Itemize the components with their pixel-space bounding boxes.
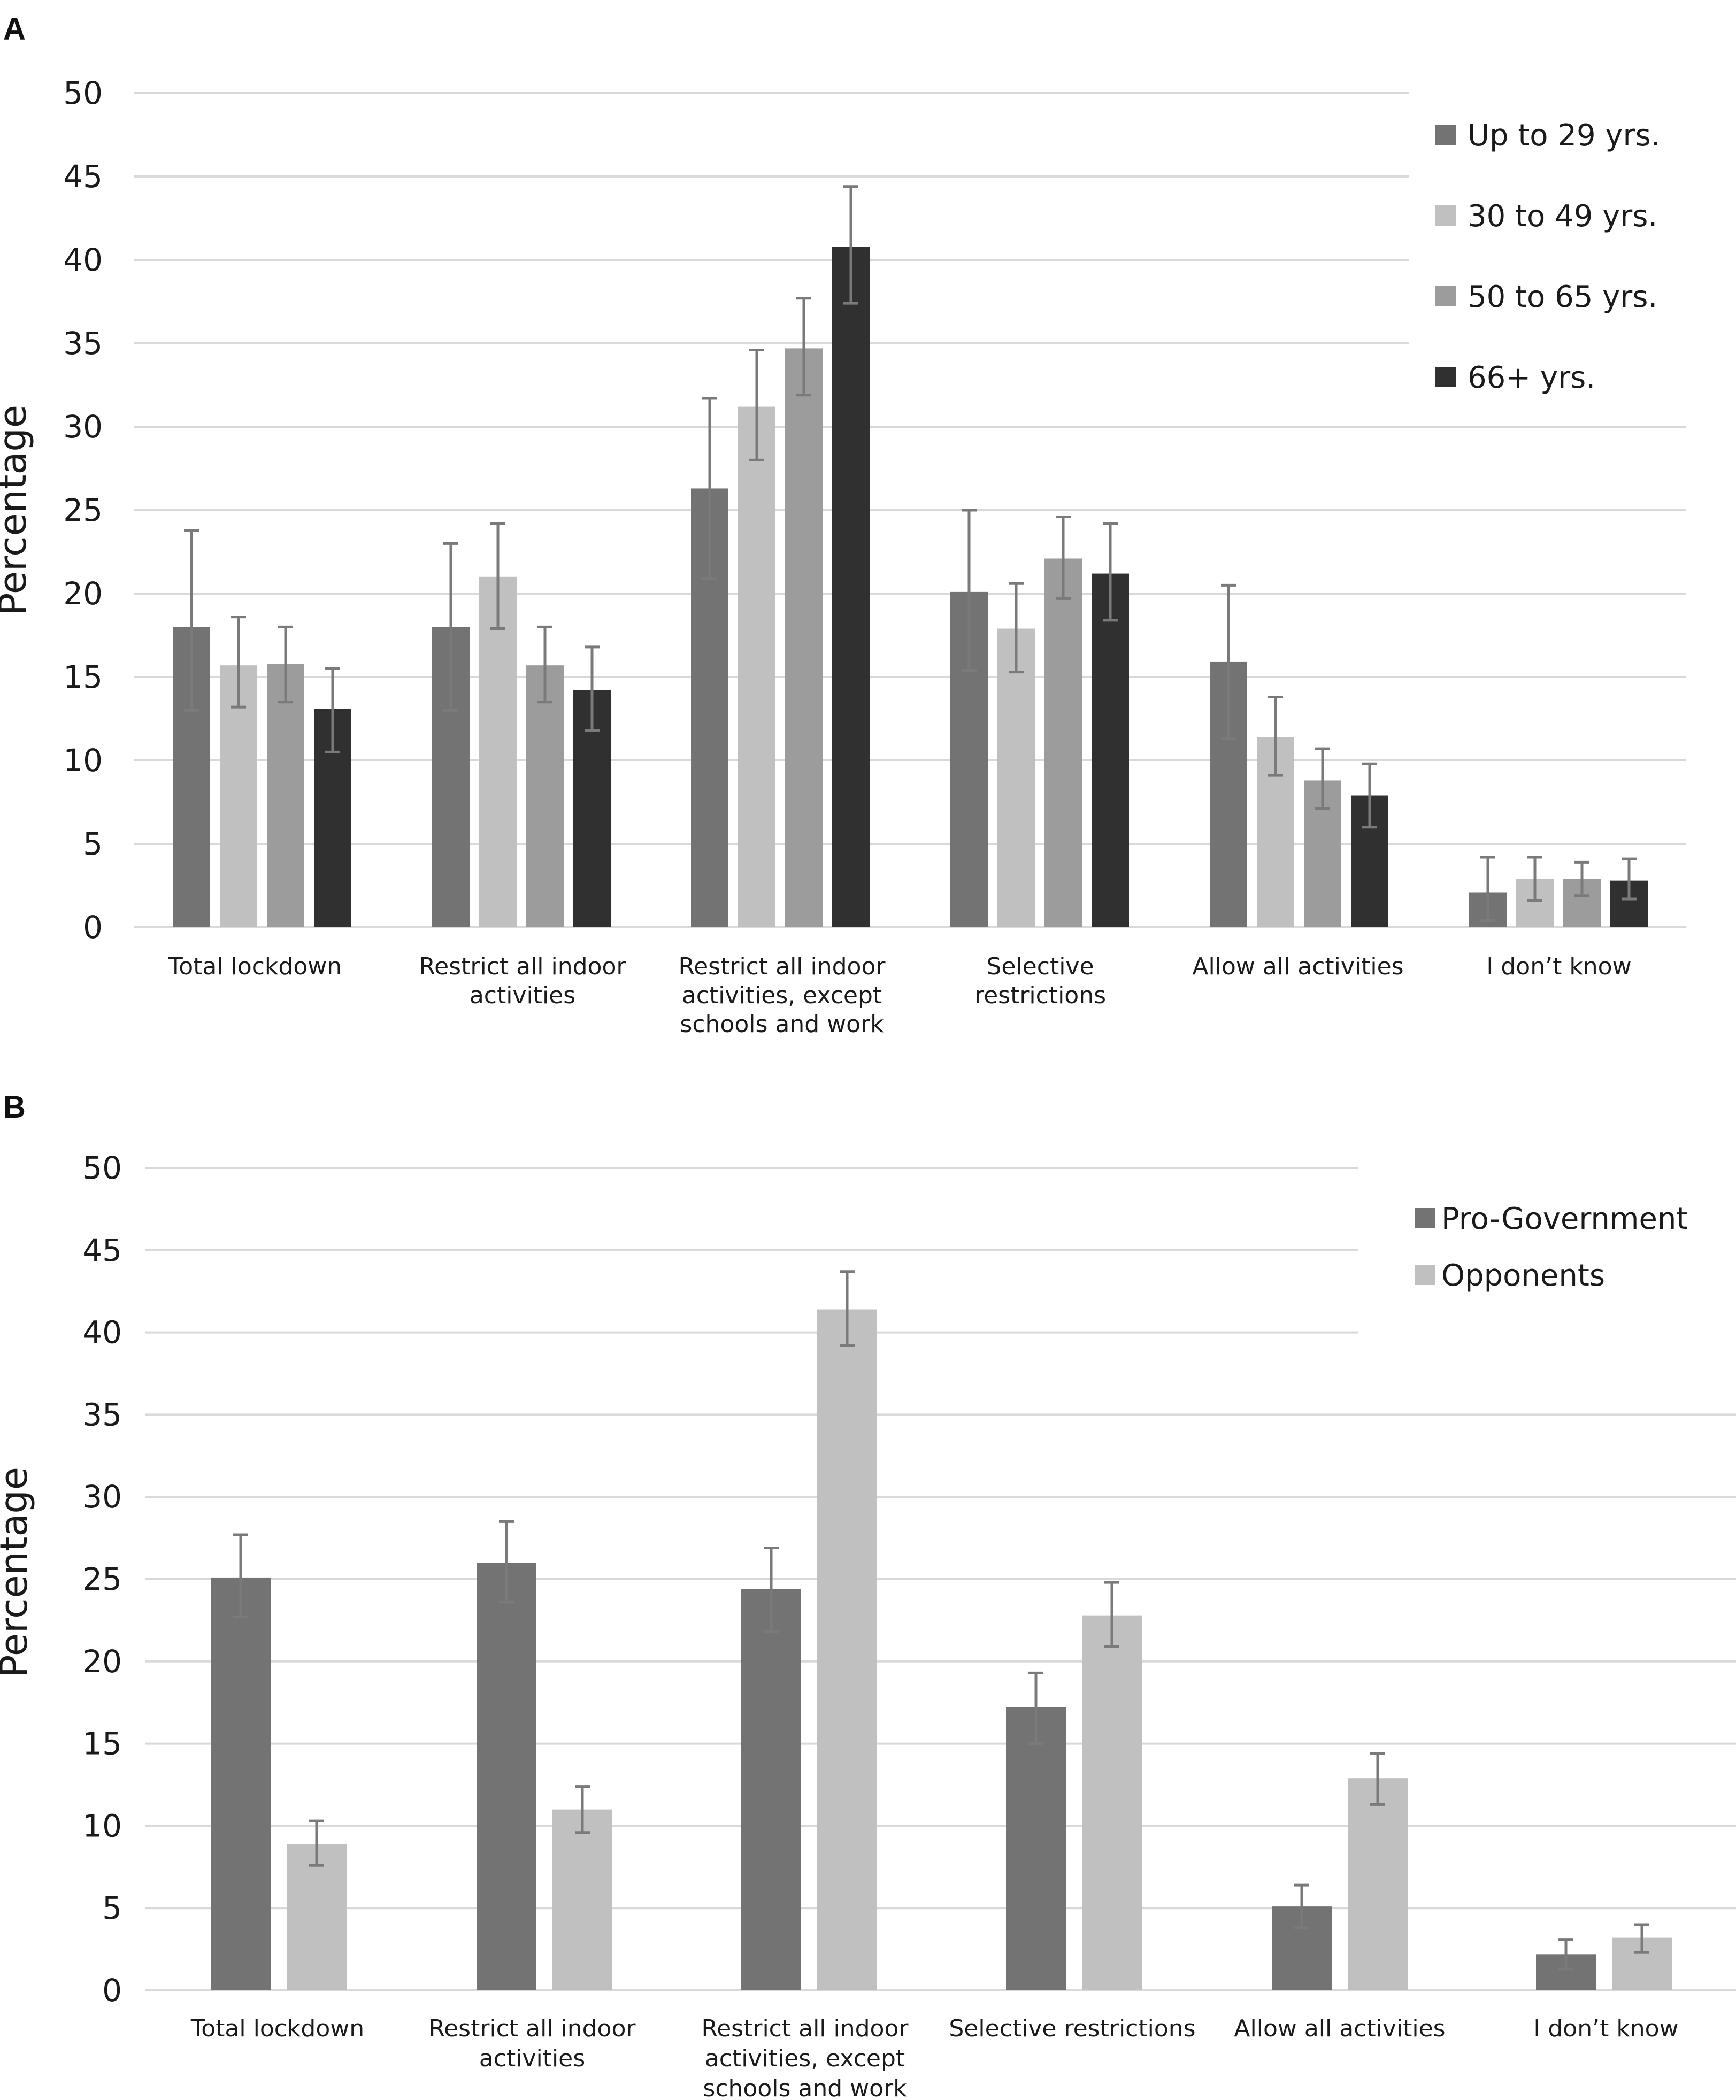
a-bar (479, 576, 517, 927)
b-category-label-line: activities, except (705, 2045, 905, 2072)
a-bar (832, 247, 870, 927)
panel-a: A 0 5 10 15 20 25 30 35 40 45 50 Percentage Total lo… (0, 12, 1686, 1038)
b-category-label-line: Restrict all indoor (429, 2015, 636, 2042)
b-y-tick-label: 20 (82, 1643, 122, 1680)
b-category-label: Allow all activities (1234, 2015, 1445, 2042)
b-bar (552, 1809, 612, 1990)
a-category-label: Selective restrictions (974, 953, 1106, 1009)
a-category-label-line: Restrict all indoor (679, 953, 886, 980)
a-y-axis-title: Percentage (0, 405, 35, 616)
a-y-tick-label: 40 (63, 242, 103, 278)
a-y-tick-label: 50 (63, 75, 103, 111)
b-category-label: Total lockdown (190, 2015, 364, 2042)
b-y-tick-label: 5 (102, 1890, 122, 1926)
a-category-label-line: Allow all activities (1192, 953, 1403, 980)
b-category-label: Restrict all indoor activities (429, 2015, 636, 2072)
b-bar (287, 1844, 347, 1990)
b-bar (211, 1577, 271, 1990)
a-category-label: Restrict all indoor activities, except sch… (679, 953, 886, 1038)
a-y-tick-label: 35 (63, 325, 103, 361)
b-y-tick-label: 25 (82, 1561, 122, 1597)
b-category-label: I don’t know (1533, 2015, 1678, 2042)
b-category-label-line: Allow all activities (1234, 2015, 1445, 2042)
a-y-tick-label: 0 (83, 909, 103, 945)
b-category-label-line: schools and work (703, 2075, 907, 2100)
a-bar (997, 628, 1035, 927)
a-category-label-line: restrictions (974, 982, 1106, 1009)
b-bar (1082, 1615, 1142, 1990)
b-y-tick-label: 30 (82, 1479, 122, 1515)
panel-b: B 0 5 10 15 20 25 30 35 40 45 50 Percentage Total lo… (0, 1090, 1736, 2100)
a-category-label-line: Restrict all indoor (419, 953, 627, 980)
a-category-label-line: Total lockdown (168, 953, 342, 980)
b-bar (477, 1563, 536, 1990)
a-category-label: Total lockdown (168, 953, 342, 980)
a-y-tick-label: 30 (63, 409, 103, 445)
a-legend-swatch (1435, 286, 1456, 306)
b-legend-swatch (1415, 1265, 1435, 1285)
a-legend-swatch (1435, 205, 1456, 226)
a-bar (738, 406, 775, 927)
b-y-tick-label: 0 (102, 1972, 122, 2009)
a-bar (1092, 573, 1129, 927)
a-category-label: I don’t know (1486, 953, 1631, 980)
a-category-label: Restrict all indoor activities (419, 953, 627, 1009)
b-y-tick-label: 15 (82, 1726, 122, 1762)
b-category-label-line: activities (479, 2045, 585, 2072)
b-y-tick-label: 45 (82, 1232, 122, 1268)
b-category-label-line: Selective restrictions (949, 2015, 1195, 2042)
a-legend-label: 30 to 49 yrs. (1468, 199, 1657, 234)
panel-b-letter: B (3, 1090, 26, 1125)
a-category-label-line: schools and work (680, 1011, 884, 1038)
a-bar (785, 348, 823, 927)
b-legend-label: Pro-Government (1441, 1202, 1688, 1236)
a-y-tick-label: 25 (63, 492, 103, 528)
a-legend-label: 50 to 65 yrs. (1468, 280, 1657, 314)
b-y-tick-label: 50 (82, 1150, 122, 1186)
a-y-tick-label: 15 (63, 659, 103, 695)
a-legend: Up to 29 yrs. 30 to 49 yrs. 50 to 65 yrs. 6… (1435, 118, 1661, 395)
b-category-label-line: I don’t know (1533, 2015, 1678, 2042)
a-bar (267, 664, 304, 927)
a-bar (220, 665, 257, 927)
b-legend-label: Opponents (1441, 1258, 1605, 1293)
b-y-tick-label: 35 (82, 1396, 122, 1433)
a-legend-swatch (1435, 367, 1456, 387)
a-legend-label: Up to 29 yrs. (1468, 118, 1661, 153)
a-legend-label: 66+ yrs. (1468, 360, 1595, 395)
a-y-tick-label: 45 (63, 158, 103, 195)
a-legend-swatch (1435, 125, 1456, 145)
a-y-tick-label: 20 (63, 575, 103, 612)
a-category-label-line: activities (470, 982, 575, 1009)
b-bar (817, 1309, 877, 1990)
a-category-label-line: I don’t know (1486, 953, 1631, 980)
b-category-label: Selective restrictions (949, 2015, 1195, 2042)
b-category-label-line: Restrict all indoor (702, 2015, 909, 2042)
b-legend: Pro-Government Opponents (1415, 1202, 1688, 1293)
b-category-label: Restrict all indoor activities, except sch… (702, 2015, 909, 2100)
a-category-label: Allow all activities (1192, 953, 1403, 980)
b-category-label-line: Total lockdown (190, 2015, 364, 2042)
a-y-tick-label: 10 (63, 742, 103, 779)
b-bar (741, 1589, 801, 1990)
b-legend-swatch (1415, 1208, 1435, 1228)
a-category-label-line: activities, except (682, 982, 882, 1009)
b-y-axis-title: Percentage (0, 1467, 36, 1678)
a-bar (526, 665, 564, 927)
b-bar (1006, 1707, 1066, 1990)
panel-a-letter: A (3, 12, 26, 47)
a-y-tick-label: 5 (83, 826, 103, 862)
b-y-tick-label: 40 (82, 1314, 122, 1351)
a-bar (1044, 558, 1082, 927)
b-bar (1348, 1778, 1408, 1990)
a-category-label-line: Selective (986, 953, 1094, 980)
b-y-tick-label: 10 (82, 1807, 122, 1844)
